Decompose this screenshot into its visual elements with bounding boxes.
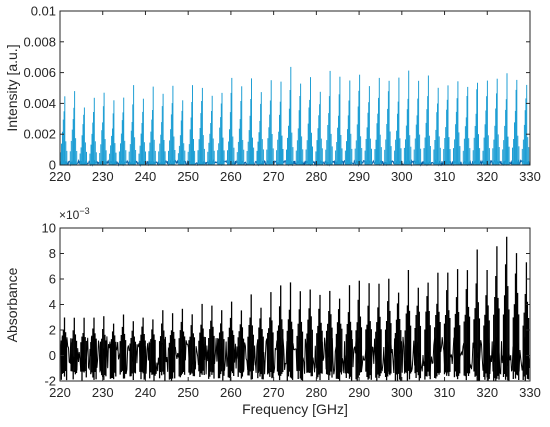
absorbance-x-tick-label: 270 (263, 385, 285, 400)
absorbance-x-tick-label: 320 (476, 385, 498, 400)
intensity-y-tick-label: 0.008 (23, 34, 56, 49)
absorbance-y-tick-label: 10 (42, 221, 56, 236)
intensity-traces (59, 66, 531, 167)
absorbance-y-tick-label: 4 (49, 297, 56, 312)
absorbance-x-axis-label: Frequency [GHz] (242, 401, 348, 417)
absorbance-y-tick-label: 0 (49, 348, 56, 363)
absorbance-y-tick-label: 6 (49, 272, 56, 287)
intensity-x-tick-label: 270 (263, 169, 285, 184)
intensity-y-tick-label: 0.006 (23, 65, 56, 80)
absorbance-x-tick-label: 220 (49, 385, 71, 400)
intensity-x-tick-label: 240 (135, 169, 157, 184)
intensity-x-ticks: 220 230 240 250 260 270 280 290 300 310 320 330 (49, 11, 541, 184)
intensity-plot-area (60, 11, 530, 165)
intensity-x-tick-label: 320 (476, 169, 498, 184)
intensity-x-tick-label: 330 (519, 169, 541, 184)
absorbance-x-tick-label: 230 (92, 385, 114, 400)
absorbance-x-tick-label: 260 (220, 385, 242, 400)
absorbance-y-tick-label: 2 (49, 323, 56, 338)
absorbance-exponent-power: −3 (79, 206, 89, 216)
intensity-y-tick-label: 0 (49, 158, 56, 173)
absorbance-exponent-label: ×10−3 (59, 206, 90, 222)
absorbance-x-tick-label: 240 (135, 385, 157, 400)
absorbance-y-axis-label: Absorbance (4, 267, 20, 342)
absorbance-panel: 220 230 240 250 260 270 280 290 300 310 320 330 -2 0… (4, 206, 541, 417)
intensity-axes-box (59, 10, 531, 166)
absorbance-noise-trace (59, 335, 531, 376)
intensity-x-tick-label: 280 (306, 169, 328, 184)
absorbance-traces (59, 236, 531, 381)
absorbance-x-tick-label: 290 (348, 385, 370, 400)
intensity-x-tick-label: 260 (220, 169, 242, 184)
absorbance-x-tick-label: 250 (177, 385, 199, 400)
intensity-y-tick-label: 0.004 (23, 96, 56, 111)
intensity-x-tick-label: 230 (92, 169, 114, 184)
absorbance-y-ticks: -2 0 2 4 6 8 10 (42, 221, 530, 389)
absorbance-x-tick-label: 300 (391, 385, 413, 400)
intensity-y-tick-label: 0.002 (23, 127, 56, 142)
intensity-y-axis-label: Intensity [a.u.] (4, 44, 20, 131)
intensity-x-tick-label: 310 (434, 169, 456, 184)
absorbance-x-tick-label: 330 (519, 385, 541, 400)
absorbance-y-tick-label: -2 (44, 374, 56, 389)
intensity-y-ticks: 0 0.002 0.004 0.006 0.008 0.01 (23, 4, 530, 173)
intensity-x-tick-label: 220 (49, 169, 71, 184)
intensity-y-tick-label: 0.01 (31, 4, 56, 19)
absorbance-exponent-base: ×10 (59, 208, 80, 222)
intensity-x-tick-label: 250 (177, 169, 199, 184)
absorbance-x-ticks: 220 230 240 250 260 270 280 290 300 310 320 330 (49, 228, 541, 400)
absorbance-y-tick-label: 8 (49, 246, 56, 261)
absorbance-x-tick-label: 280 (306, 385, 328, 400)
intensity-x-tick-label: 290 (348, 169, 370, 184)
absorbance-x-tick-label: 310 (434, 385, 456, 400)
intensity-x-tick-label: 300 (391, 169, 413, 184)
intensity-panel: 220 230 240 250 260 270 280 290 300 310 320 330 0 0.… (4, 4, 541, 185)
